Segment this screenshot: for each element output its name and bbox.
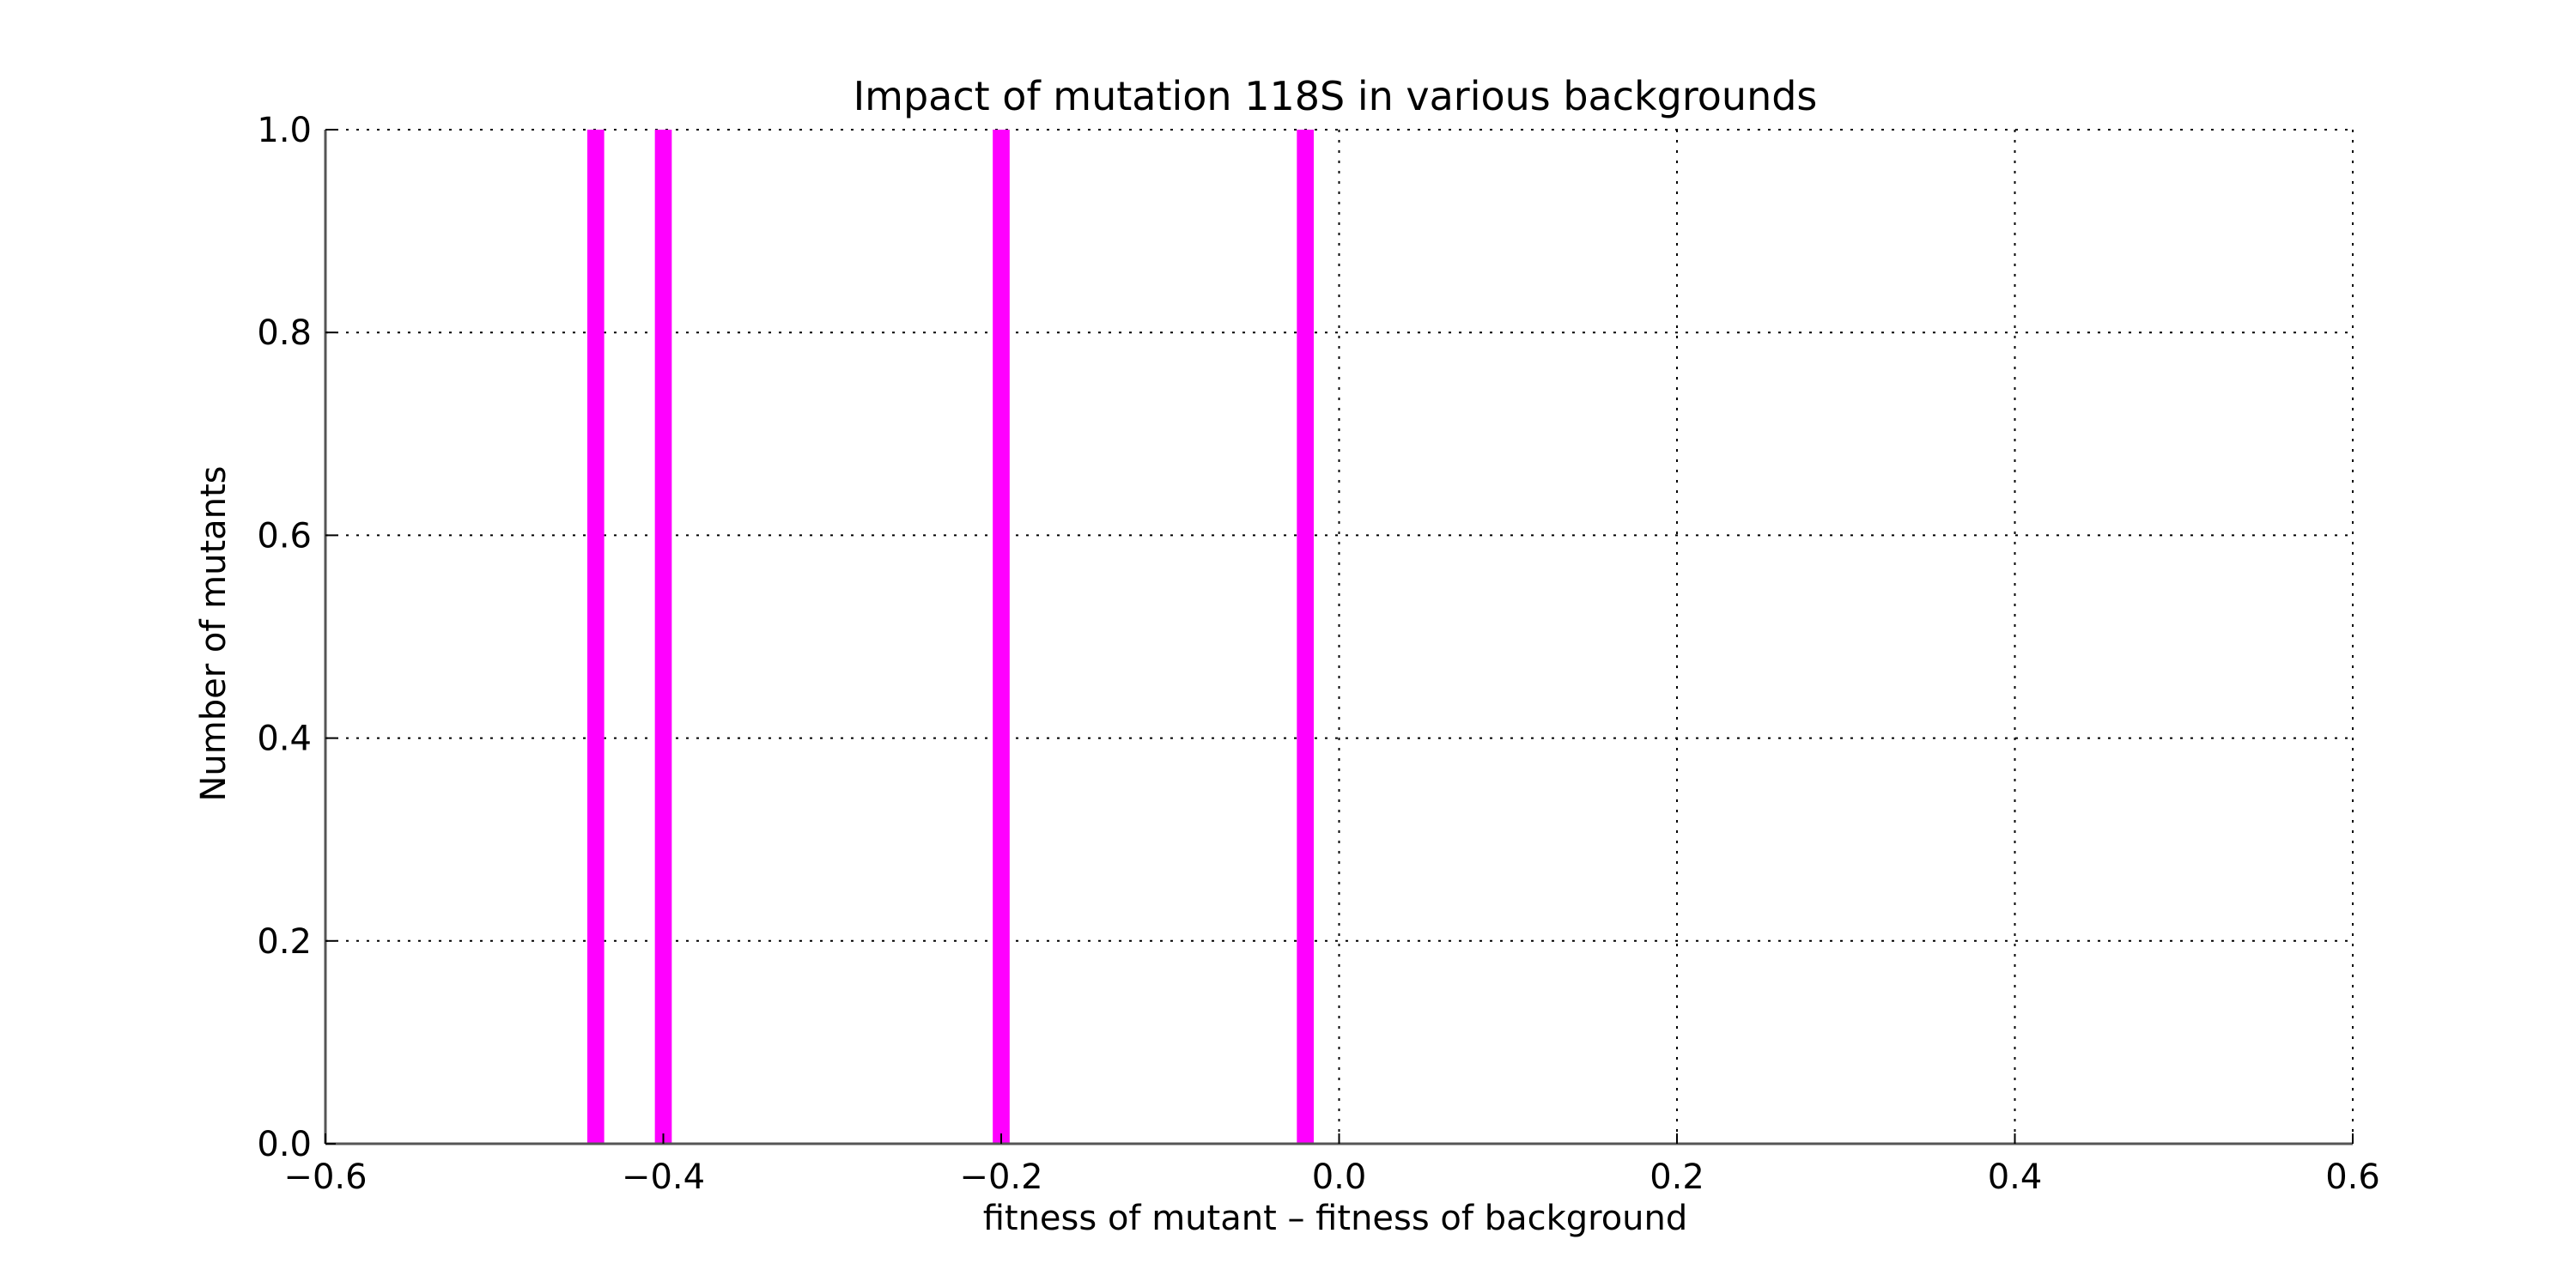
histogram-bar	[654, 130, 672, 1144]
histogram-bar	[993, 130, 1010, 1144]
x-tick-label: −0.4	[622, 1157, 705, 1197]
x-tick-label: 0.4	[1988, 1157, 2043, 1197]
y-tick-label: 0.6	[257, 516, 312, 556]
x-tick-label: −0.2	[959, 1157, 1042, 1197]
bars	[586, 130, 1314, 1144]
histogram-bar	[1297, 130, 1314, 1144]
x-axis-label: fitness of mutant – fitness of backgroun…	[983, 1199, 1688, 1238]
y-tick-label: 0.2	[257, 922, 312, 962]
y-axis-ticks: 0.0 0.2 0.4 0.6 0.8 1.0	[257, 111, 336, 1164]
x-tick-label: 0.2	[1649, 1157, 1704, 1197]
x-axis-ticks: −0.6 −0.4 −0.2 0.0 0.2 0.4 0.6	[283, 1133, 2380, 1197]
x-tick-label: −0.6	[283, 1157, 367, 1197]
x-tick-label: 0.0	[1312, 1157, 1367, 1197]
y-axis-label: Number of mutants	[194, 465, 234, 801]
chart-title: Impact of mutation 118S in various backg…	[854, 73, 1818, 119]
x-tick-label: 0.6	[2325, 1157, 2380, 1197]
y-tick-label: 0.4	[257, 720, 312, 759]
y-tick-label: 1.0	[257, 111, 312, 150]
grid-lines	[325, 129, 2354, 1145]
y-tick-label: 0.0	[257, 1125, 312, 1164]
histogram-bar	[586, 130, 605, 1144]
y-tick-label: 0.8	[257, 313, 312, 353]
